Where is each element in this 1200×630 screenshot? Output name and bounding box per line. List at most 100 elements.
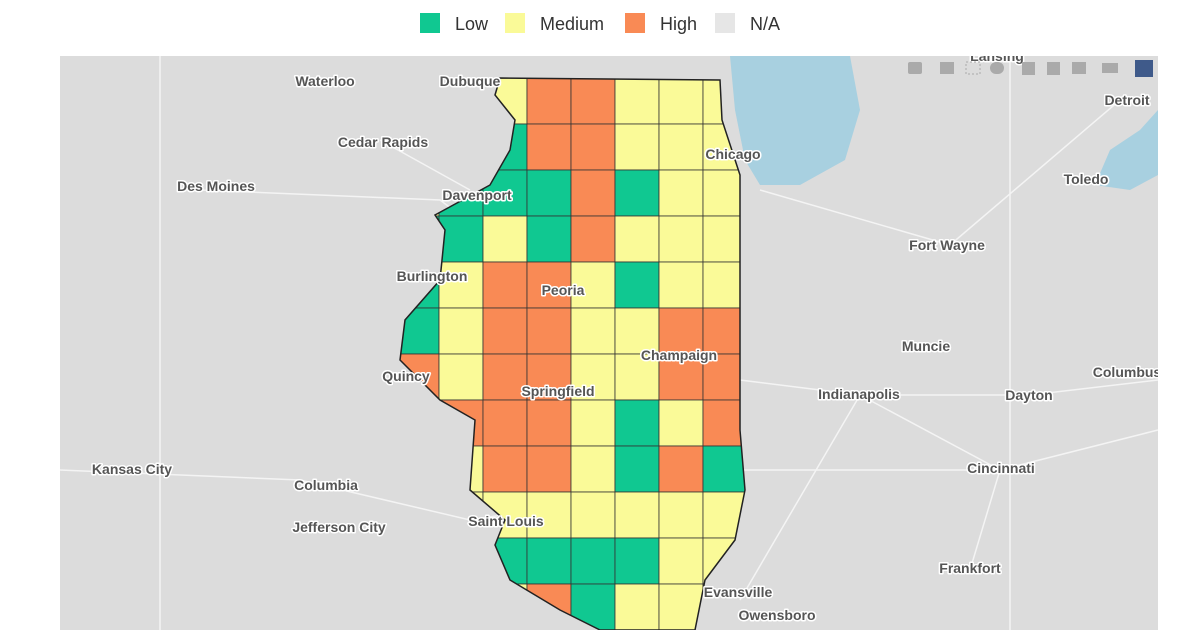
county (570, 307, 616, 355)
legend-swatch (505, 13, 525, 33)
county (614, 78, 660, 125)
map: Lansing Waterloo Dubuque Detroit Cedar Rapid… (60, 48, 1162, 630)
city-label: Des Moines (177, 178, 255, 194)
city-label: Dubuque (440, 73, 501, 89)
city-label: Owensboro (738, 607, 815, 623)
county (526, 491, 572, 539)
county (570, 215, 616, 263)
city-label: Toledo (1064, 171, 1109, 187)
city-label: Fort Wayne (909, 237, 985, 253)
legend-label: Medium (540, 14, 604, 34)
county (482, 307, 528, 355)
county (658, 169, 704, 217)
city-label: Chicago (705, 146, 760, 162)
modebar-button[interactable] (1047, 62, 1060, 75)
city-label: Springfield (521, 383, 594, 399)
county (702, 169, 745, 217)
city-label: Cincinnati (967, 460, 1035, 476)
legend-swatch (420, 13, 440, 33)
city-label: Frankfort (939, 560, 1001, 576)
city-label: Columbia (294, 477, 358, 493)
county (482, 261, 528, 309)
lake-michigan (730, 56, 860, 185)
county (526, 123, 572, 171)
county (526, 78, 572, 125)
city-label: Lansing (970, 48, 1024, 64)
city-label: Saint Louis (468, 513, 544, 529)
county (658, 399, 704, 447)
city-label: Muncie (902, 338, 950, 354)
county (658, 307, 704, 355)
modebar-button[interactable] (1022, 62, 1035, 75)
county (614, 215, 660, 263)
county (482, 353, 528, 401)
county (614, 491, 660, 539)
county (526, 399, 572, 447)
county (658, 537, 704, 585)
legend-label: High (660, 14, 697, 34)
county (526, 537, 572, 585)
county (658, 445, 704, 493)
county (614, 353, 660, 401)
city-label: Burlington (397, 268, 468, 284)
county (614, 169, 660, 217)
county (526, 169, 572, 217)
county (570, 123, 616, 171)
county (570, 445, 616, 493)
city-label: Jefferson City (292, 519, 386, 535)
county (614, 261, 660, 309)
legend-label: Low (455, 14, 489, 34)
county (438, 261, 484, 309)
county (702, 353, 745, 401)
modebar-button[interactable] (990, 62, 1004, 74)
county (614, 399, 660, 447)
county (658, 215, 704, 263)
city-label: Cedar Rapids (338, 134, 428, 150)
county (702, 445, 745, 493)
legend-label: N/A (750, 14, 780, 34)
county (526, 215, 572, 263)
county (658, 78, 704, 125)
county (438, 353, 484, 401)
county (570, 399, 616, 447)
city-label: Indianapolis (818, 386, 900, 402)
modebar-button[interactable] (940, 62, 954, 74)
county (702, 307, 745, 355)
city-label: Waterloo (295, 73, 354, 89)
city-label: Peoria (542, 282, 585, 298)
lake-erie (1095, 110, 1158, 190)
city-label: Detroit (1104, 92, 1149, 108)
modebar (908, 60, 1153, 77)
city-label: Davenport (442, 187, 512, 203)
county (438, 215, 484, 263)
city-labels: Lansing Waterloo Dubuque Detroit Cedar Rapid… (90, 48, 1162, 625)
modebar-logo[interactable] (1135, 60, 1153, 77)
county (482, 399, 528, 447)
county (658, 491, 704, 539)
county (570, 169, 616, 217)
county (658, 353, 704, 401)
county (658, 123, 704, 171)
county (482, 445, 528, 493)
county (438, 307, 484, 355)
county (702, 215, 745, 263)
city-label: Champaign (641, 347, 717, 363)
city-label: Dayton (1005, 387, 1052, 403)
city-label: Evansville (704, 584, 773, 600)
legend: Low Medium High N/A (420, 13, 780, 34)
county (614, 307, 660, 355)
county (570, 78, 616, 125)
county (614, 583, 660, 630)
modebar-button[interactable] (1072, 62, 1086, 74)
county (482, 215, 528, 263)
county (570, 261, 616, 309)
modebar-button[interactable] (965, 61, 981, 75)
modebar-button[interactable] (1102, 63, 1118, 73)
county (614, 537, 660, 585)
city-label: Columbus (1093, 364, 1162, 380)
city-label: Kansas City (92, 461, 172, 477)
county (526, 307, 572, 355)
modebar-button[interactable] (908, 62, 922, 74)
legend-swatch (715, 13, 735, 33)
